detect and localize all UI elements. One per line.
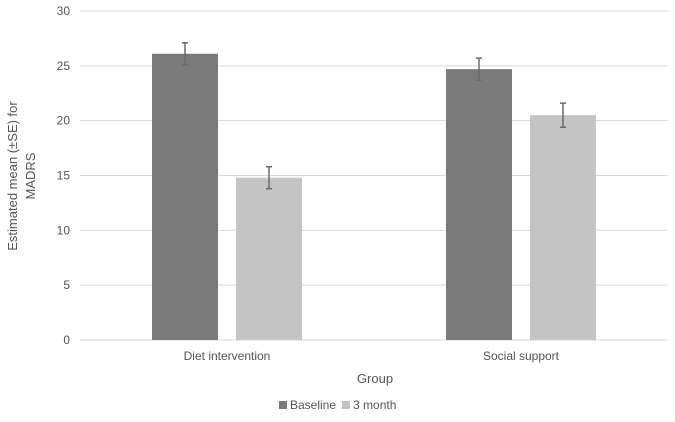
legend: Baseline 3 month	[279, 398, 396, 412]
bar-3-month-social-support	[530, 115, 596, 340]
y-tick-label-15: 15	[57, 169, 71, 183]
y-tick-label-20: 20	[57, 114, 71, 128]
y-tick-label-5: 5	[63, 278, 70, 292]
y-tick-label-10: 10	[57, 223, 71, 237]
x-tick-label-social-support: Social support	[483, 349, 560, 363]
y-tick-label-25: 25	[57, 59, 71, 73]
bar-3-month-diet-intervention	[236, 177, 302, 340]
x-tick-label-diet-intervention: Diet intervention	[184, 349, 271, 363]
y-tick-label-30: 30	[57, 4, 71, 18]
error-bar-baseline-diet-intervention	[182, 42, 188, 66]
y-axis-title-line-2: MADRS	[23, 152, 38, 199]
x-axis-ticks: Diet intervention Social support	[184, 349, 560, 363]
error-bar-3-month-diet-intervention	[266, 165, 272, 190]
y-axis-title-line-1: Estimated mean (±SE) for	[5, 101, 20, 251]
legend-swatch-3-month	[342, 401, 351, 409]
bar-baseline-diet-intervention	[152, 53, 218, 341]
error-bar-baseline-social-support	[476, 57, 482, 81]
y-tick-label-0: 0	[63, 333, 70, 347]
legend-label-baseline: Baseline	[290, 398, 336, 412]
legend-label-3-month: 3 month	[353, 398, 396, 412]
error-bar-3-month-social-support	[560, 102, 566, 128]
error-bars	[182, 42, 566, 190]
legend-swatch-baseline	[279, 401, 287, 409]
y-axis-ticks: 0 5 10 15 20 25 30	[57, 4, 71, 347]
x-axis-title: Group	[357, 371, 393, 386]
bar-baseline-social-support	[446, 69, 512, 340]
bars	[152, 53, 596, 341]
